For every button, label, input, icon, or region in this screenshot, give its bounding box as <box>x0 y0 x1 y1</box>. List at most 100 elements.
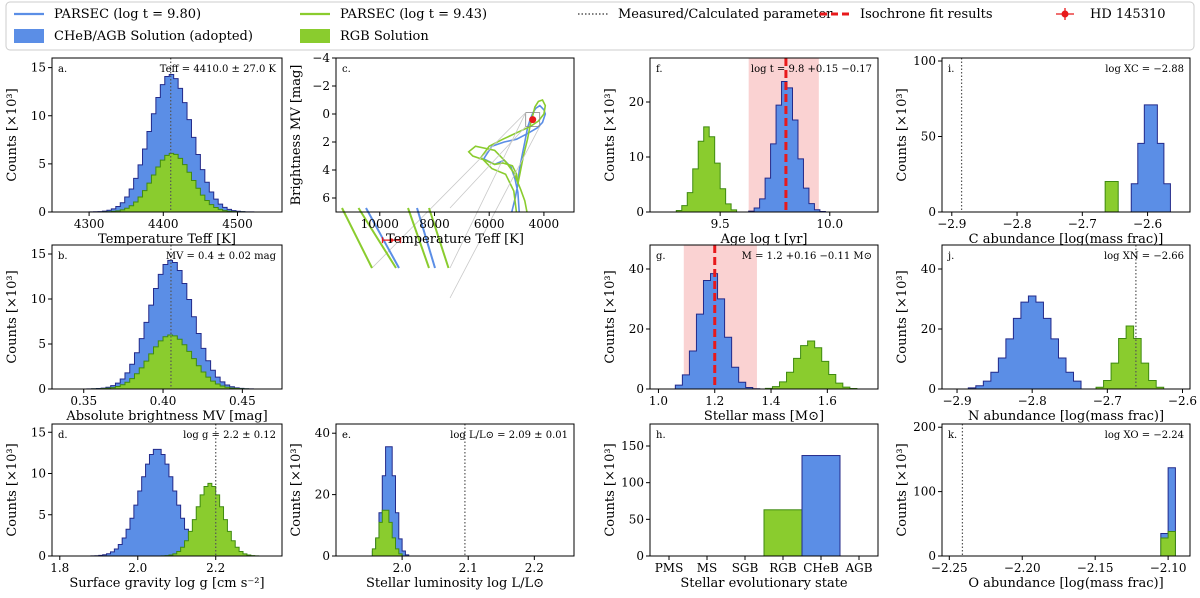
legend-label: RGB Solution <box>340 29 429 44</box>
y-tick-label: 15 <box>31 61 46 75</box>
y-tick-label: 5 <box>38 508 46 522</box>
y-tick-label: 0 <box>636 382 644 396</box>
panel-k: −2.25 −2.20 −2.15 −2.10 0 100 200 log XO = −2.2… <box>895 420 1191 591</box>
x-axis-label: O abundance [log(mass frac)] <box>968 576 1163 591</box>
legend-label: CHeB/AGB Solution (adopted) <box>54 29 253 44</box>
panel-c: 10000 8000 6000 4000 −4 −2 0 2 4 6 c. Temperature T… <box>289 51 575 299</box>
x-tick-label: 0.35 <box>70 394 97 408</box>
y-axis-label: Counts [×10³] <box>289 443 304 536</box>
panel-h: PMS MS SGB RGB CHeB AGB 0 50 100 150 h. Stellar evo… <box>603 423 879 591</box>
y-tick-label: 40 <box>315 426 330 440</box>
legend-star-marker <box>1061 10 1069 18</box>
zoom-connector <box>449 126 526 209</box>
histogram-series <box>764 340 858 390</box>
y-tick-label: 200 <box>913 420 936 434</box>
x-tick-label: MS <box>697 561 718 575</box>
x-tick-label: −2.20 <box>1004 561 1041 575</box>
x-axis-label: Surface gravity log g [cm s⁻²] <box>69 576 264 591</box>
y-tick-label: 0 <box>928 549 936 563</box>
axes-frame <box>51 244 283 390</box>
x-axis-label: C abundance [log(mass frac)] <box>969 232 1164 247</box>
x-tick-label: −2.9 <box>937 217 966 231</box>
x-tick-label: 0.40 <box>150 394 177 408</box>
panel-letter: c. <box>342 64 351 75</box>
panel-letter: b. <box>58 251 68 262</box>
y-tick-label: 4 <box>322 163 330 177</box>
star-marker <box>529 116 537 124</box>
panel-letter: i. <box>948 64 954 75</box>
zoom-box <box>525 112 541 127</box>
axes-frame <box>51 423 283 557</box>
panel-annotation: M = 1.2 +0.16 −0.11 M⊙ <box>742 251 872 262</box>
x-tick-label: 10.0 <box>816 217 843 231</box>
y-tick-label: 0 <box>928 382 936 396</box>
histogram-series <box>674 273 761 390</box>
y-tick-label: 5 <box>38 157 46 171</box>
panel-a: 4300 4400 4500 0 5 10 15 Teff = 4410.0 ± 27.0 K… <box>5 57 283 247</box>
x-tick-label: 2.1 <box>459 561 478 575</box>
legend-patch-swatch <box>300 29 330 43</box>
y-tick-label: −4 <box>312 51 330 65</box>
x-tick-label: AGB <box>844 561 872 575</box>
panel-annotation: log L/L⊙ = 2.09 ± 0.01 <box>450 430 568 441</box>
axes-frame <box>649 57 879 213</box>
histogram-series <box>86 334 259 390</box>
x-tick-label: 0.45 <box>229 394 256 408</box>
panel-letter: e. <box>342 430 351 441</box>
panel-annotation: log XC = −2.88 <box>1105 64 1184 75</box>
y-tick-label: 0 <box>322 549 330 563</box>
x-axis-label: Age log t [yr] <box>719 232 807 247</box>
y-axis-label: Counts [×10³] <box>603 443 618 536</box>
bar <box>763 509 803 557</box>
y-tick-label: 50 <box>629 512 644 526</box>
x-tick-label: −2.9 <box>942 394 971 408</box>
histogram-series <box>1095 325 1165 390</box>
histogram-series <box>675 126 738 213</box>
panel-letter: f. <box>656 64 663 75</box>
y-tick-label: 0 <box>636 205 644 219</box>
y-tick-label: 100 <box>913 54 936 68</box>
histogram-series <box>86 259 259 390</box>
x-axis-label: Temperature Teff [K] <box>98 232 236 247</box>
legend: PARSEC (log t = 9.80) PARSEC (log t = 9.4… <box>5 1 1195 51</box>
y-tick-label: 6 <box>322 191 330 205</box>
inset-isochrone-line <box>341 207 373 269</box>
x-tick-label: 4000 <box>529 217 560 231</box>
y-tick-label: 15 <box>31 425 46 439</box>
x-tick-label: 2.0 <box>128 561 147 575</box>
inset-star-marker <box>389 238 394 242</box>
legend-label: HD 145310 <box>1090 7 1166 22</box>
y-axis-label: Counts [×10³] <box>5 270 20 363</box>
x-tick-label: 1.4 <box>761 394 780 408</box>
y-tick-label: 100 <box>913 485 936 499</box>
x-tick-label: −2.8 <box>1002 217 1031 231</box>
x-tick-label: 8000 <box>419 217 450 231</box>
y-tick-label: 0 <box>38 549 46 563</box>
y-tick-label: 0 <box>636 549 644 563</box>
panel-g: 1.0 1.2 1.4 1.6 0 20 40 M = 1.2 +0.16 −0.11 M⊙ g… <box>603 244 879 424</box>
x-axis-label: Stellar mass [M⊙] <box>704 409 824 424</box>
panel-b: 0.35 0.40 0.45 0 5 10 15 MV = 0.4 ± 0.02 mag b. A… <box>5 244 283 424</box>
panel-annotation: log g = 2.2 ± 0.12 <box>183 430 276 441</box>
y-axis-label: Counts [×10³] <box>5 88 20 181</box>
y-axis-label: Counts [×10³] <box>5 443 20 536</box>
inset-isochrone-line <box>357 207 397 269</box>
x-tick-label: −2.6 <box>1168 394 1197 408</box>
panel-letter: k. <box>948 430 957 441</box>
zoom-connector <box>449 112 527 269</box>
inset-isochrone-line <box>428 207 450 269</box>
x-tick-label: CHeB <box>803 561 839 575</box>
x-tick-label: 2.0 <box>393 561 412 575</box>
panel-letter: g. <box>656 251 666 262</box>
panel-e: 2.0 2.1 2.2 0 20 40 log L/L⊙ = 2.09 ± 0.01 e. St… <box>289 423 575 591</box>
y-tick-label: 0 <box>38 382 46 396</box>
panel-letter: h. <box>656 430 666 441</box>
panel-letter: a. <box>58 64 67 75</box>
x-tick-label: −2.7 <box>1093 394 1122 408</box>
x-axis-label: Absolute brightness MV [mag] <box>65 409 267 424</box>
y-tick-label: 0 <box>322 107 330 121</box>
panel-annotation: log XN = −2.66 <box>1104 251 1184 262</box>
legend-label: PARSEC (log t = 9.80) <box>54 7 201 22</box>
x-tick-label: RGB <box>769 561 797 575</box>
